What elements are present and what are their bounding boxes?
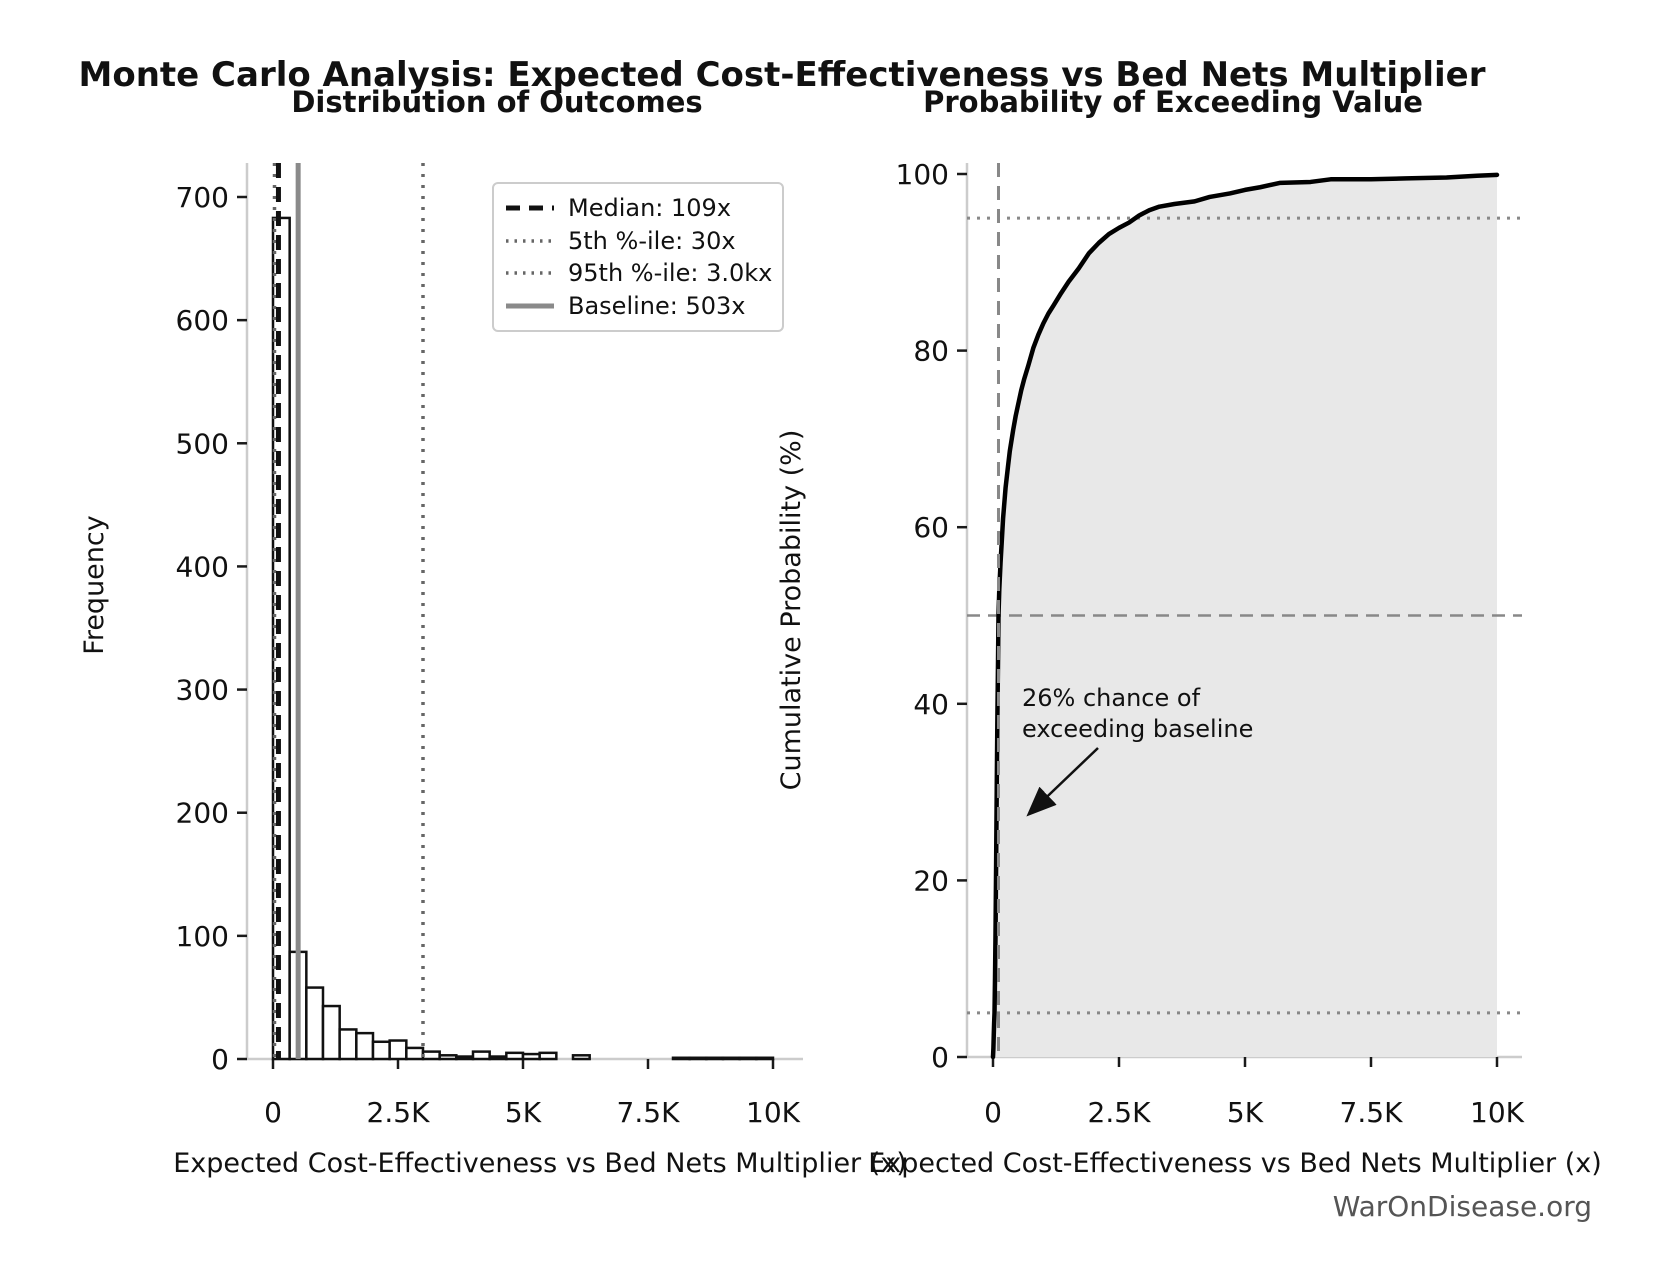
cdf-ylabel: Cumulative Probability (%) — [776, 430, 807, 791]
y-tick-label: 400 — [176, 550, 229, 583]
y-tick-label: 0 — [931, 1041, 949, 1074]
legend-label: 95th %-ile: 3.0kx — [568, 259, 773, 288]
y-tick-label: 80 — [913, 335, 949, 368]
histogram-bar — [505, 1051, 525, 1061]
histogram-bar — [321, 1004, 341, 1061]
y-tick-label: 500 — [176, 427, 229, 460]
x-tick-label: 7.5K — [1340, 1096, 1404, 1129]
legend-row: Median: 109x — [504, 192, 772, 225]
legend-box: Median: 109x 5th %-ile: 30x 95th %-ile: … — [492, 182, 784, 332]
histogram-bar — [488, 1055, 508, 1061]
legend-line-sample — [506, 205, 554, 211]
figure-title: Monte Carlo Analysis: Expected Cost-Effe… — [79, 55, 1486, 95]
cdf-title: Probability of Exceeding Value — [923, 85, 1423, 119]
legend-row: Baseline: 503x — [504, 290, 772, 323]
y-tick-label: 700 — [176, 181, 229, 214]
x-tick-label: 5K — [1227, 1096, 1264, 1129]
histogram-xlabel: Expected Cost-Effectiveness vs Bed Nets … — [173, 1148, 907, 1179]
annotation-arrow — [1026, 747, 1099, 817]
y-tick-label: 20 — [913, 864, 949, 897]
cdf-curve — [990, 172, 1500, 1060]
y-tick-label: 40 — [913, 688, 949, 721]
histogram-bar — [521, 1052, 541, 1061]
y-tick-label: 300 — [176, 674, 229, 707]
legend-row: 5th %-ile: 30x — [504, 225, 772, 258]
cdf-xlabel: Expected Cost-Effectiveness vs Bed Nets … — [868, 1148, 1602, 1179]
histogram-plot: 0 2.5K 5K 7.5K 10K 0 100 200 300 400 500 600 700 — [176, 163, 803, 1129]
legend-label: 5th %-ile: 30x — [568, 226, 736, 255]
histogram-bar — [705, 1056, 725, 1061]
x-tick-label: 10K — [746, 1096, 801, 1129]
y-tick-label: 60 — [913, 511, 949, 544]
histogram-bar — [438, 1054, 458, 1061]
histogram-bar — [471, 1050, 491, 1061]
legend-line-sample — [506, 303, 554, 309]
x-tick-label: 2.5K — [367, 1096, 431, 1129]
legend-line-sample — [506, 239, 554, 243]
annotation-line-1: 26% chance of — [1022, 684, 1201, 712]
histogram-ylabel: Frequency — [79, 515, 110, 655]
histogram-bar — [738, 1056, 758, 1061]
histogram-bar — [455, 1055, 475, 1061]
cdf-plot: 0 2.5K 5K 7.5K 10K 0 20 40 60 80 100 — [896, 158, 1525, 1129]
x-tick-label: 5K — [505, 1096, 542, 1129]
histogram-bar — [721, 1056, 741, 1061]
histogram-title: Distribution of Outcomes — [291, 85, 702, 119]
x-tick-label: 0 — [984, 1096, 1002, 1129]
y-tick-label: 200 — [176, 797, 229, 830]
x-tick-label: 2.5K — [1088, 1096, 1152, 1129]
histogram-bar — [388, 1039, 408, 1061]
legend-row: 95th %-ile: 3.0kx — [504, 257, 772, 290]
y-tick-label: 100 — [176, 920, 229, 953]
y-tick-label: 0 — [211, 1043, 229, 1076]
histogram-bar — [671, 1056, 691, 1061]
histogram-bar — [371, 1040, 391, 1061]
legend-label: Baseline: 503x — [568, 291, 746, 320]
legend-label: Median: 109x — [568, 194, 732, 223]
histogram-bar — [421, 1050, 441, 1061]
legend-line-sample — [506, 271, 554, 275]
annotation-line-2: exceeding baseline — [1022, 715, 1253, 743]
histogram-bar — [405, 1046, 425, 1061]
histogram-bar — [688, 1056, 708, 1061]
y-tick-label: 100 — [896, 158, 949, 191]
x-tick-label: 0 — [264, 1096, 282, 1129]
x-tick-label: 10K — [1470, 1096, 1525, 1129]
x-tick-label: 7.5K — [617, 1096, 681, 1129]
watermark-text: WarOnDisease.org — [1333, 1190, 1592, 1223]
histogram-bar — [305, 986, 325, 1061]
y-tick-label: 600 — [176, 304, 229, 337]
histogram-bar — [755, 1056, 775, 1061]
histogram-bar — [338, 1028, 358, 1061]
histogram-bar — [538, 1051, 558, 1061]
histogram-bar — [571, 1054, 591, 1061]
histogram-bar — [355, 1031, 375, 1061]
